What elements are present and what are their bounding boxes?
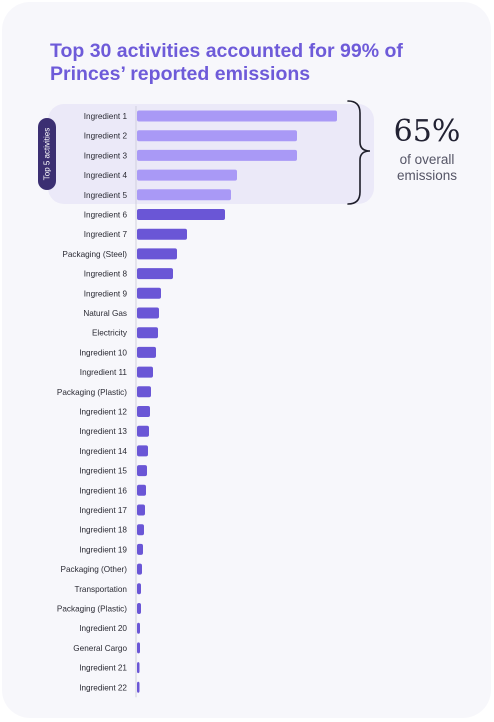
bar-ingredient-17 xyxy=(137,504,145,516)
top-five-brace xyxy=(347,100,371,205)
bar-ingredient-13 xyxy=(137,425,149,437)
bar-ingredient-9 xyxy=(137,287,161,299)
bar-packaging-steel xyxy=(137,248,177,260)
bar-ingredient-5 xyxy=(137,189,231,201)
category-label-packaging-steel: Packaging (Steel) xyxy=(62,250,127,259)
bars-group: Ingredient 1 Ingredient 2 Ingredient 3 Ingr… xyxy=(57,106,337,698)
category-label-ingredient-17: Ingredient 17 xyxy=(79,506,127,515)
category-label-ingredient-6: Ingredient 6 xyxy=(84,211,128,220)
bar-ingredient-15 xyxy=(137,465,147,477)
bar-ingredient-10 xyxy=(137,346,156,358)
bar-ingredient-16 xyxy=(137,484,146,496)
category-label-ingredient-15: Ingredient 15 xyxy=(79,467,127,476)
bar-ingredient-20 xyxy=(137,622,140,634)
category-label-ingredient-7: Ingredient 7 xyxy=(84,230,128,239)
bar-ingredient-18 xyxy=(137,524,144,536)
bar-ingredient-4 xyxy=(137,169,237,181)
bar-packaging-plastic xyxy=(137,386,151,398)
bar-natural-gas xyxy=(137,307,159,319)
category-label-packaging-plastic: Packaging (Plastic) xyxy=(57,388,127,397)
category-label-ingredient-12: Ingredient 12 xyxy=(79,408,127,417)
category-label-ingredient-20: Ingredient 20 xyxy=(79,624,127,633)
bar-ingredient-12 xyxy=(137,406,150,417)
category-label-ingredient-3: Ingredient 3 xyxy=(84,151,128,160)
category-label-ingredient-2: Ingredient 2 xyxy=(84,132,128,141)
top-five-badge: Top 5 activities xyxy=(38,118,56,190)
category-label-ingredient-13: Ingredient 13 xyxy=(79,427,127,436)
bar-ingredient-8 xyxy=(137,268,173,280)
category-label-ingredient-9: Ingredient 9 xyxy=(84,289,128,298)
category-label-ingredient-1: Ingredient 1 xyxy=(84,112,128,121)
category-label-ingredient-4: Ingredient 4 xyxy=(84,171,128,180)
category-label-packaging-plastic: Packaging (Plastic) xyxy=(57,605,127,614)
category-label-ingredient-18: Ingredient 18 xyxy=(79,526,127,535)
bar-ingredient-3 xyxy=(137,149,297,161)
bar-ingredient-1 xyxy=(137,110,337,122)
bar-packaging-plastic xyxy=(137,603,141,614)
bar-ingredient-14 xyxy=(137,445,148,457)
category-label-electricity: Electricity xyxy=(92,329,128,338)
bar-ingredient-19 xyxy=(137,543,143,555)
bar-packaging-other xyxy=(137,563,142,575)
bar-ingredient-21 xyxy=(137,662,140,674)
bar-ingredient-11 xyxy=(137,366,153,378)
category-label-ingredient-11: Ingredient 11 xyxy=(80,368,128,377)
bar-ingredient-7 xyxy=(137,228,187,240)
category-label-packaging-other: Packaging (Other) xyxy=(61,565,128,574)
bar-transportation xyxy=(137,583,141,595)
category-label-ingredient-16: Ingredient 16 xyxy=(79,486,127,495)
callout-percent: 65% xyxy=(393,114,461,149)
bar-electricity xyxy=(137,327,158,339)
category-label-natural-gas: Natural Gas xyxy=(83,309,127,318)
bar-ingredient-6 xyxy=(137,209,225,220)
category-label-general-cargo: General Cargo xyxy=(73,644,127,653)
category-label-ingredient-19: Ingredient 19 xyxy=(79,545,127,554)
category-label-ingredient-22: Ingredient 22 xyxy=(79,683,127,692)
category-label-ingredient-10: Ingredient 10 xyxy=(79,348,127,357)
chart-title: Top 30 activities accounted for 99% of P… xyxy=(50,40,403,85)
category-label-ingredient-8: Ingredient 8 xyxy=(84,270,128,279)
category-label-ingredient-5: Ingredient 5 xyxy=(84,191,128,200)
category-label-transportation: Transportation xyxy=(75,585,128,594)
category-label-ingredient-14: Ingredient 14 xyxy=(79,447,127,456)
bar-ingredient-22 xyxy=(137,681,140,693)
bar-general-cargo xyxy=(137,642,140,654)
bar-ingredient-2 xyxy=(137,130,297,142)
callout-line-2: emissions xyxy=(396,168,458,183)
category-label-ingredient-21: Ingredient 21 xyxy=(79,664,127,673)
callout-line-1: of overall xyxy=(399,152,455,167)
